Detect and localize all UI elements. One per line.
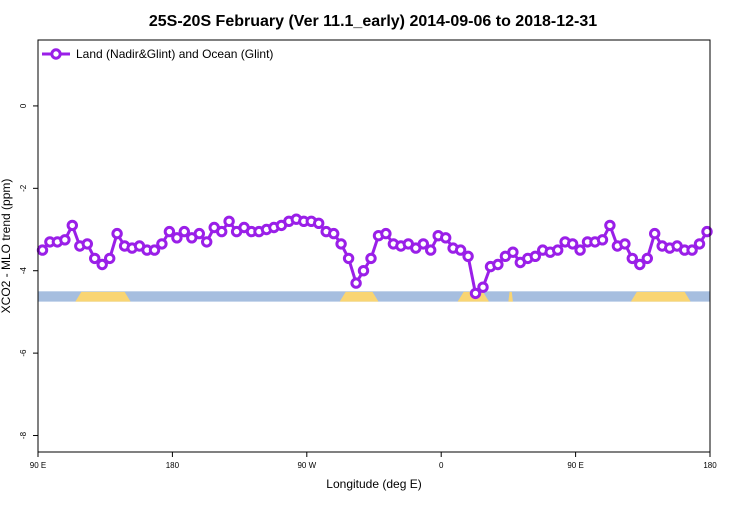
data-point	[36, 244, 49, 256]
data-point	[619, 238, 631, 250]
y-axis-label: XCO2 - MLO trend (ppm)	[0, 179, 13, 314]
data-point	[634, 258, 646, 271]
data-point	[649, 227, 661, 240]
data-point	[462, 250, 474, 262]
legend-label: Land (Nadir&Glint) and Ocean (Glint)	[76, 47, 273, 61]
data-point	[357, 265, 370, 277]
data-point	[66, 219, 79, 232]
y-tick-label: -6	[19, 349, 28, 357]
data-point	[148, 244, 161, 256]
data-point	[111, 227, 123, 240]
data-point	[417, 238, 429, 250]
data-point	[492, 258, 504, 271]
data-point	[96, 258, 108, 271]
data-point	[163, 225, 176, 238]
data-point	[596, 234, 609, 246]
data-point	[216, 225, 228, 238]
x-tick-label: 90 W	[297, 461, 316, 470]
y-tick-label: 0	[19, 103, 28, 108]
chart-title: 25S-20S February (Ver 11.1_early) 2014-0…	[149, 13, 597, 30]
x-tick-label: 90 E	[30, 461, 46, 470]
data-point	[626, 252, 638, 265]
data-point	[104, 252, 116, 265]
legend: Land (Nadir&Glint) and Ocean (Glint)	[42, 47, 273, 61]
data-point	[171, 232, 183, 244]
land-segment	[75, 291, 131, 302]
data-point	[693, 238, 706, 250]
y-tick-label: -8	[19, 431, 28, 439]
data-point	[701, 225, 713, 238]
data-point	[201, 236, 213, 248]
data-point	[335, 238, 347, 250]
data-point	[454, 244, 467, 256]
x-tick-label: 0	[439, 461, 444, 470]
data-point	[328, 227, 340, 240]
data-point	[342, 252, 355, 265]
data-point	[477, 281, 489, 293]
data-point	[574, 244, 586, 256]
data-point	[529, 250, 541, 262]
x-axis-label: Longitude (deg E)	[326, 477, 421, 491]
y-axis: 0 -2 -4 -6 -8	[19, 103, 38, 439]
data-point	[223, 215, 235, 228]
data-point	[507, 246, 519, 258]
data-point	[313, 217, 325, 230]
data-point	[81, 238, 94, 250]
data-point	[686, 244, 698, 256]
x-tick-label: 180	[166, 461, 180, 470]
data-point	[365, 252, 377, 265]
y-tick-label: -2	[19, 184, 28, 192]
land-segment	[630, 291, 691, 302]
data-point	[566, 238, 579, 250]
x-tick-label: 90 E	[567, 461, 583, 470]
data-point	[440, 232, 452, 244]
data-point	[89, 252, 101, 265]
data-point	[193, 227, 206, 240]
data-point	[425, 244, 437, 256]
land-segment	[339, 291, 379, 302]
series-layer	[36, 213, 713, 300]
legend-marker	[50, 48, 62, 60]
x-tick-label: 180	[703, 461, 717, 470]
data-point	[604, 219, 616, 232]
data-point	[350, 277, 362, 289]
y-tick-label: -4	[19, 267, 28, 275]
land-segment	[508, 291, 513, 302]
data-point	[380, 227, 392, 240]
data-point	[59, 234, 71, 246]
surface-strip	[38, 291, 710, 302]
x-axis: 90 E 180 90 W 0 90 E 180	[30, 452, 717, 470]
data-point	[156, 238, 168, 250]
plot-frame	[37, 39, 711, 453]
data-point	[552, 244, 564, 256]
data-point	[641, 252, 653, 265]
data-point	[469, 287, 482, 300]
data-point	[178, 225, 191, 238]
